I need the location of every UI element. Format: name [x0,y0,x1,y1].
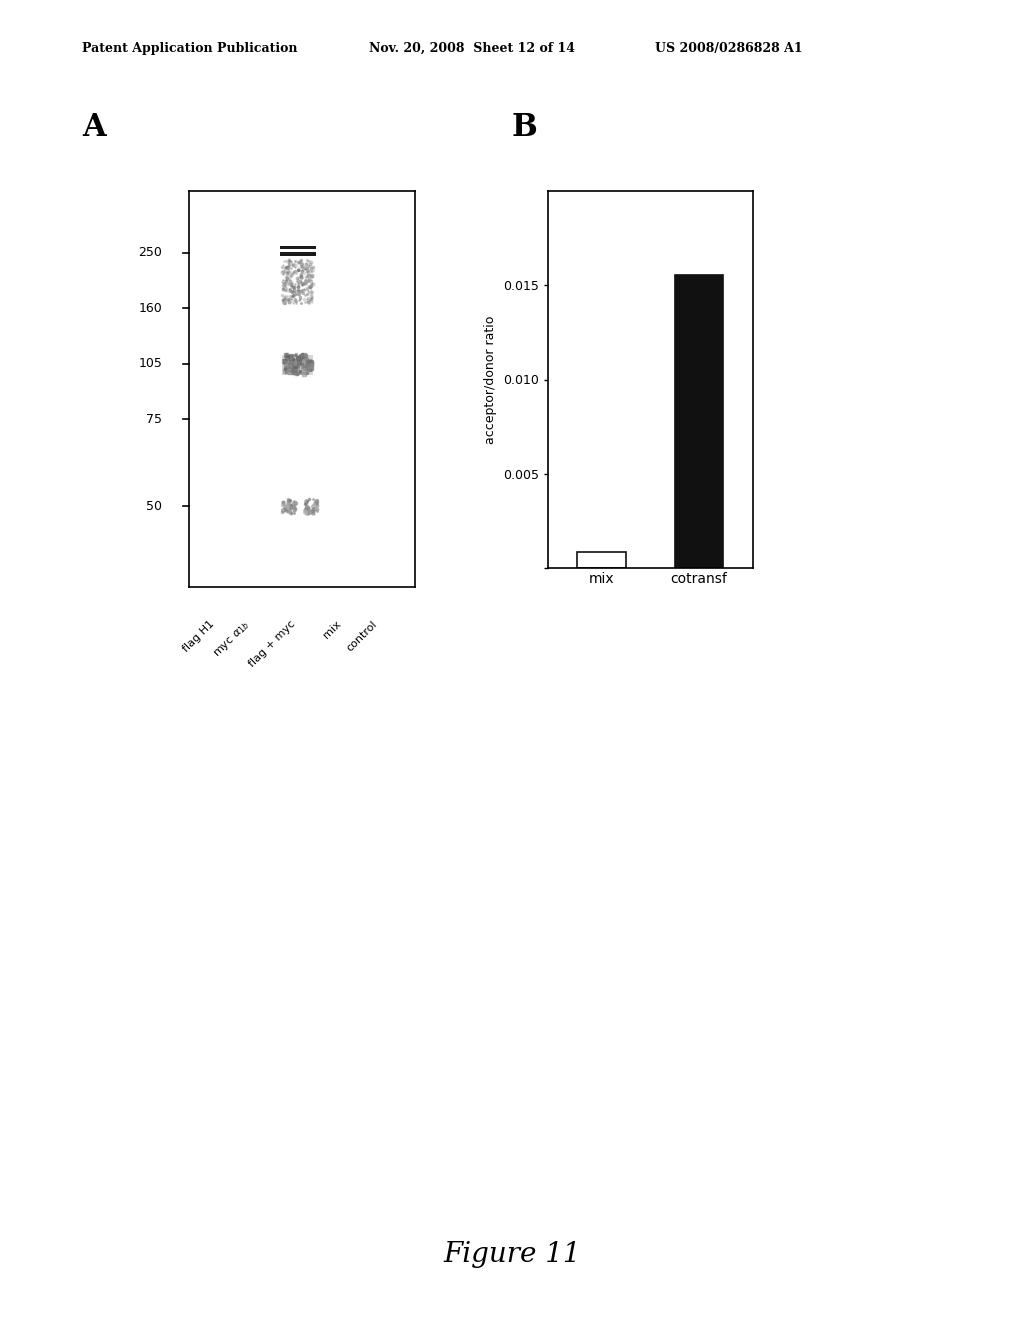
Bar [280,252,315,256]
Text: myc $\alpha_{1b}$: myc $\alpha_{1b}$ [212,619,253,660]
Text: flag + myc: flag + myc [247,619,298,669]
Text: 160: 160 [138,302,163,314]
Text: control: control [344,619,379,653]
Text: 250: 250 [138,247,163,259]
Bar [675,275,723,568]
Text: A: A [82,112,105,143]
Bar [283,355,313,375]
Text: 105: 105 [138,358,163,370]
Text: Patent Application Publication: Patent Application Publication [82,42,297,55]
Text: Figure 11: Figure 11 [443,1241,581,1267]
Y-axis label: acceptor/donor ratio: acceptor/donor ratio [484,315,498,444]
Bar [578,552,626,568]
Text: 50: 50 [146,500,163,512]
Text: mix: mix [321,619,343,640]
Text: B: B [512,112,538,143]
Text: 75: 75 [146,413,163,425]
Text: Nov. 20, 2008  Sheet 12 of 14: Nov. 20, 2008 Sheet 12 of 14 [369,42,574,55]
Text: US 2008/0286828 A1: US 2008/0286828 A1 [655,42,803,55]
Bar [280,246,315,249]
Text: flag H1: flag H1 [181,619,216,655]
